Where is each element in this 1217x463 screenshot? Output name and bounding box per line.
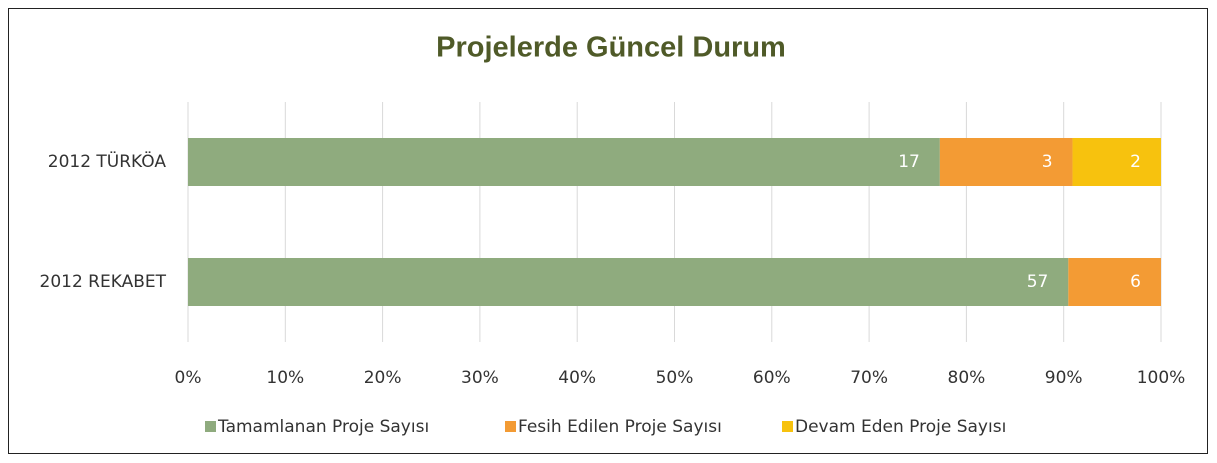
bar-segment: [1068, 258, 1161, 306]
legend-swatch: [782, 421, 793, 432]
y-tick-label: 2012 REKABET: [40, 272, 167, 292]
bar-segment: [939, 138, 1073, 186]
bar-segment: [188, 258, 1069, 306]
legend-swatch: [205, 421, 216, 432]
y-tick-label: 2012 TÜRKÖA: [48, 150, 167, 172]
x-tick-label: 20%: [364, 368, 402, 388]
x-tick-label: 100%: [1137, 368, 1186, 388]
bar-segment: [188, 138, 940, 186]
data-label: 6: [1130, 272, 1141, 292]
x-tick-label: 30%: [461, 368, 499, 388]
x-tick-label: 40%: [558, 368, 596, 388]
data-label: 2: [1130, 152, 1141, 172]
chart-title: Projelerde Güncel Durum: [436, 32, 786, 64]
data-label: 17: [898, 152, 920, 172]
x-tick-label: 90%: [1045, 368, 1083, 388]
data-label: 3: [1042, 152, 1053, 172]
legend-swatch: [505, 421, 516, 432]
bar-segment: [1072, 138, 1161, 186]
x-tick-label: 60%: [753, 368, 791, 388]
legend-label: Tamamlanan Proje Sayısı: [217, 417, 429, 437]
chart-frame: [8, 8, 1208, 454]
x-tick-label: 70%: [850, 368, 888, 388]
x-tick-label: 50%: [656, 368, 694, 388]
x-tick-label: 10%: [266, 368, 304, 388]
x-tick-label: 80%: [948, 368, 986, 388]
legend-label: Devam Eden Proje Sayısı: [795, 417, 1006, 437]
x-tick-label: 0%: [175, 368, 202, 388]
data-label: 57: [1027, 272, 1049, 292]
legend-label: Fesih Edilen Proje Sayısı: [518, 417, 722, 437]
